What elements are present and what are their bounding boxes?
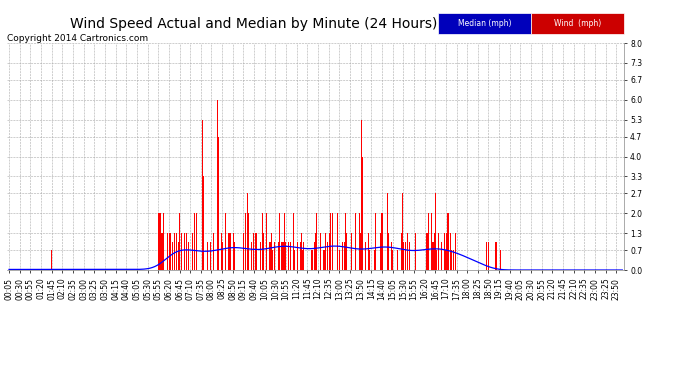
Text: Wind Speed Actual and Median by Minute (24 Hours) (Old) 20140610: Wind Speed Actual and Median by Minute (…	[70, 17, 551, 31]
Text: Copyright 2014 Cartronics.com: Copyright 2014 Cartronics.com	[7, 34, 148, 43]
Text: Median (mph): Median (mph)	[458, 19, 511, 28]
Text: Wind  (mph): Wind (mph)	[554, 19, 602, 28]
